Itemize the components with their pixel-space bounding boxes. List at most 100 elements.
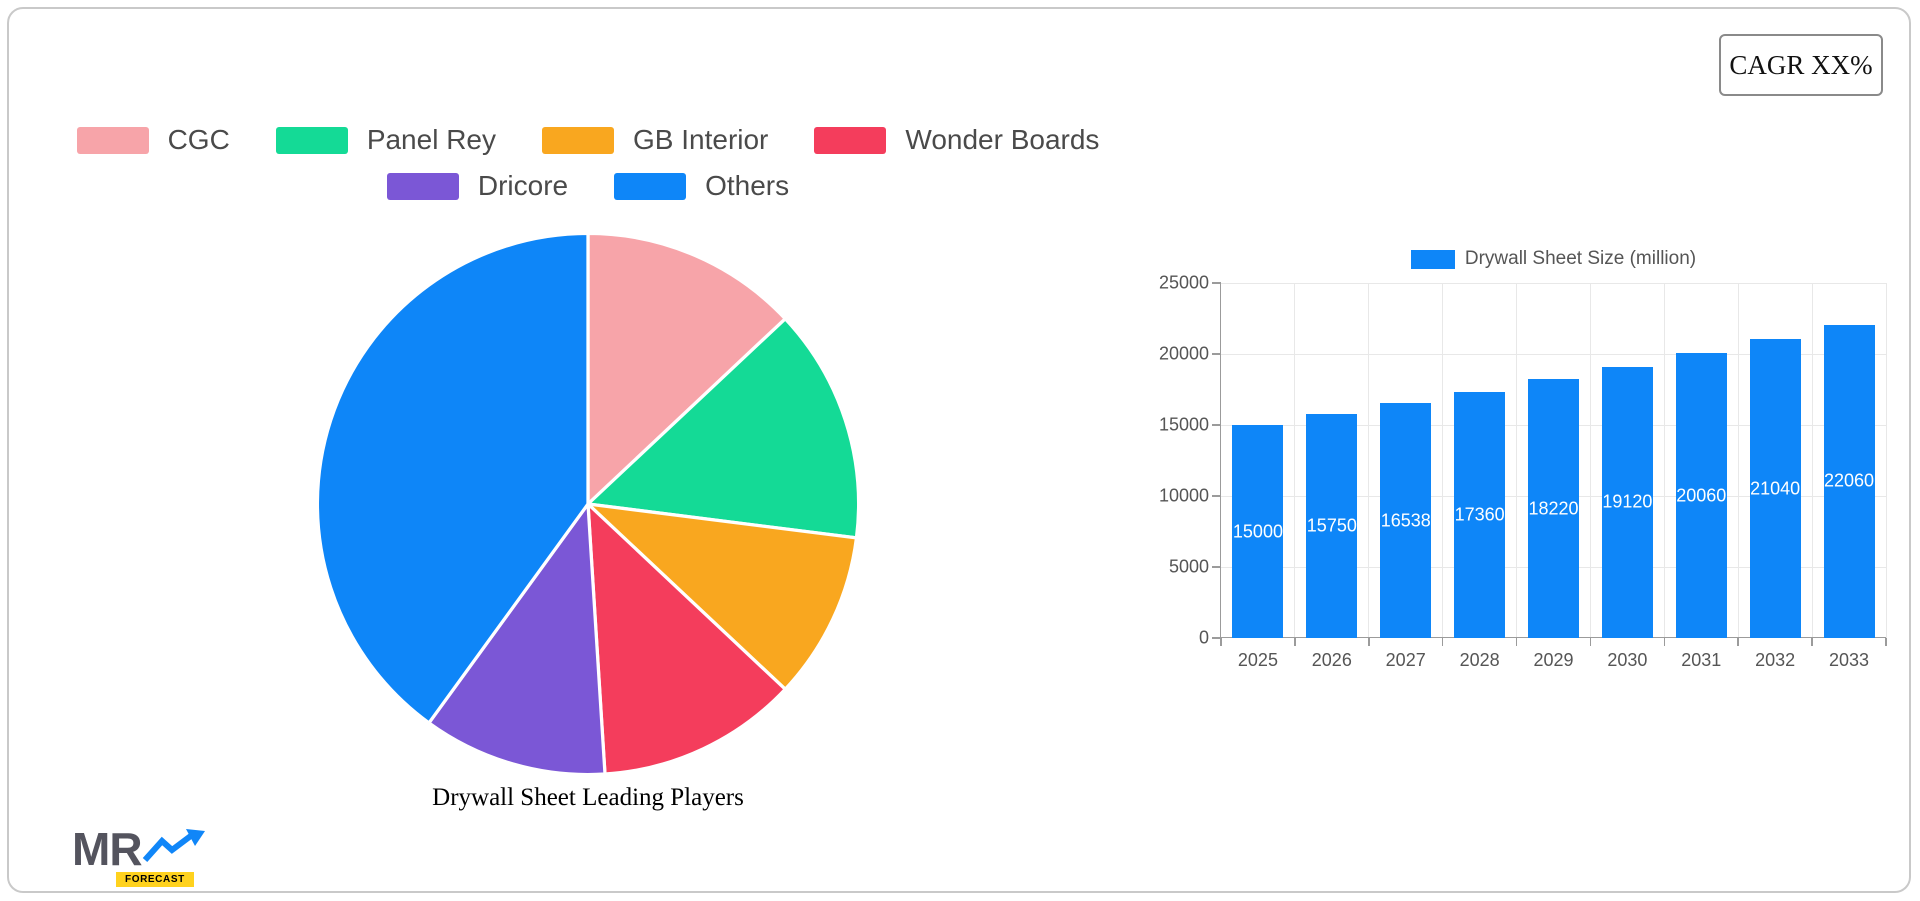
legend-item-cgc[interactable]: CGC	[76, 124, 230, 156]
y-tick-label: 15000	[1158, 414, 1209, 435]
bar-value-label: 16538	[1380, 510, 1431, 531]
x-axis-label: 2025	[1237, 650, 1278, 670]
pie-slice-gb-interior	[586, 502, 859, 691]
y-tick	[1212, 282, 1221, 284]
pie-slice-others	[315, 231, 590, 725]
y-axis	[1219, 283, 1221, 639]
cagr-label: CAGR XX%	[1729, 49, 1873, 80]
gridline-v	[1885, 283, 1887, 638]
logo-text: MR	[72, 823, 143, 875]
legend-swatch-dricore	[386, 172, 459, 200]
bar-value-label: 22060	[1824, 470, 1875, 491]
pie-legend: CGC Panel Rey GB Interior Wonder Boards Dri…	[0, 124, 1176, 202]
gridline-v	[1442, 283, 1444, 638]
bar-value-label: 15750	[1306, 515, 1357, 536]
bar-legend-swatch	[1410, 249, 1455, 269]
legend-swatch-cgc	[76, 126, 149, 154]
gridline-v	[1516, 283, 1518, 638]
pie-slice-wonder-boards	[586, 502, 787, 776]
x-axis-label: 2029	[1533, 650, 1574, 670]
bar-2026	[1306, 414, 1358, 638]
pie-legend-row-1: CGC Panel Rey GB Interior Wonder Boards	[76, 124, 1099, 156]
bar-2031	[1675, 353, 1727, 638]
x-axis-label: 2026	[1311, 650, 1352, 670]
gridline-v	[1368, 283, 1370, 638]
x-tick	[1663, 638, 1666, 646]
y-tick-label: 20000	[1158, 343, 1209, 364]
legend-label: Dricore	[477, 170, 569, 201]
pie-slice-cgc	[586, 231, 787, 506]
bar-2030	[1601, 366, 1653, 638]
bar-2025	[1232, 425, 1284, 638]
y-tick-label: 0	[1198, 627, 1209, 648]
legend-item-gb-interior[interactable]: GB Interior	[542, 124, 768, 156]
x-tick	[1737, 638, 1739, 646]
gridline-v	[1811, 283, 1813, 638]
y-tick-label: 10000	[1158, 485, 1209, 506]
bar-2033	[1823, 324, 1875, 638]
y-tick	[1212, 637, 1221, 639]
legend-label: Wonder Boards	[905, 124, 1100, 155]
pie-title: Drywall Sheet Leading Players	[432, 784, 744, 811]
bar-2029	[1528, 379, 1579, 638]
legend-label: CGC	[167, 124, 230, 155]
x-tick	[1515, 638, 1518, 646]
legend-swatch-wonder-boards	[814, 126, 887, 154]
y-tick-label: 5000	[1168, 556, 1209, 577]
bar-value-label: 17360	[1454, 504, 1505, 525]
x-tick	[1811, 638, 1813, 646]
pie-legend-row-2: Dricore Others	[386, 170, 789, 202]
legend-item-panel-rey[interactable]: Panel Rey	[275, 124, 496, 156]
legend-swatch-panel-rey	[275, 126, 348, 154]
y-tick	[1212, 353, 1221, 355]
pie-slice-dricore	[427, 502, 607, 777]
gridline-v	[1589, 283, 1591, 638]
cagr-box: CAGR XX%	[1719, 34, 1883, 96]
legend-swatch-gb-interior	[542, 126, 614, 154]
y-tick	[1212, 495, 1221, 497]
bar-chart: 0 5000 10000 15000 20000 25000 15000 2025 15750 2…	[1159, 273, 1887, 670]
x-axis-label: 2032	[1755, 650, 1796, 670]
pie-slice-panel-rey	[586, 317, 861, 540]
bar-value-label: 19120	[1602, 491, 1653, 512]
legend-label: Others	[705, 170, 790, 201]
legend-item-wonder-boards[interactable]: Wonder Boards	[814, 124, 1099, 156]
legend-label: GB Interior	[633, 124, 769, 155]
y-tick-label: 25000	[1158, 272, 1209, 293]
x-axis-label: 2027	[1385, 650, 1426, 670]
bar-value-label: 20060	[1676, 485, 1727, 506]
pie-chart	[315, 231, 861, 777]
bar-value-label: 21040	[1750, 478, 1801, 499]
gridline-v	[1737, 283, 1739, 638]
legend-item-others[interactable]: Others	[614, 170, 789, 202]
bar-value-label: 18220	[1528, 498, 1579, 519]
x-tick	[1589, 638, 1592, 646]
growth-arrow-icon	[142, 829, 205, 863]
gridline-v	[1663, 283, 1665, 638]
x-tick	[1441, 638, 1444, 646]
y-tick	[1212, 424, 1221, 426]
bar-2028	[1454, 391, 1506, 638]
bar-legend-label: Drywall Sheet Size (million)	[1464, 248, 1697, 269]
x-tick	[1368, 638, 1370, 646]
logo-forecast-badge: FORECAST	[116, 872, 194, 887]
x-axis-label: 2028	[1459, 650, 1500, 670]
bar-2032	[1749, 339, 1801, 638]
x-axis-label: 2031	[1681, 650, 1722, 670]
mr-forecast-logo: MR FORECAST	[72, 826, 232, 888]
bar-legend[interactable]: Drywall Sheet Size (million)	[1221, 248, 1886, 270]
x-tick	[1220, 638, 1222, 646]
y-tick	[1212, 566, 1221, 568]
bar-value-label: 15000	[1232, 521, 1283, 541]
x-axis-label: 2030	[1607, 650, 1648, 670]
gridline-h	[1221, 353, 1886, 355]
gridline-v	[1294, 283, 1296, 638]
legend-swatch-others	[614, 172, 687, 200]
legend-label: Panel Rey	[366, 124, 496, 155]
legend-item-dricore[interactable]: Dricore	[386, 170, 569, 202]
x-tick	[1885, 638, 1887, 646]
gridline-h	[1221, 282, 1886, 284]
x-axis-label: 2033	[1829, 650, 1870, 670]
x-tick	[1294, 638, 1296, 646]
bar-2027	[1380, 403, 1432, 638]
